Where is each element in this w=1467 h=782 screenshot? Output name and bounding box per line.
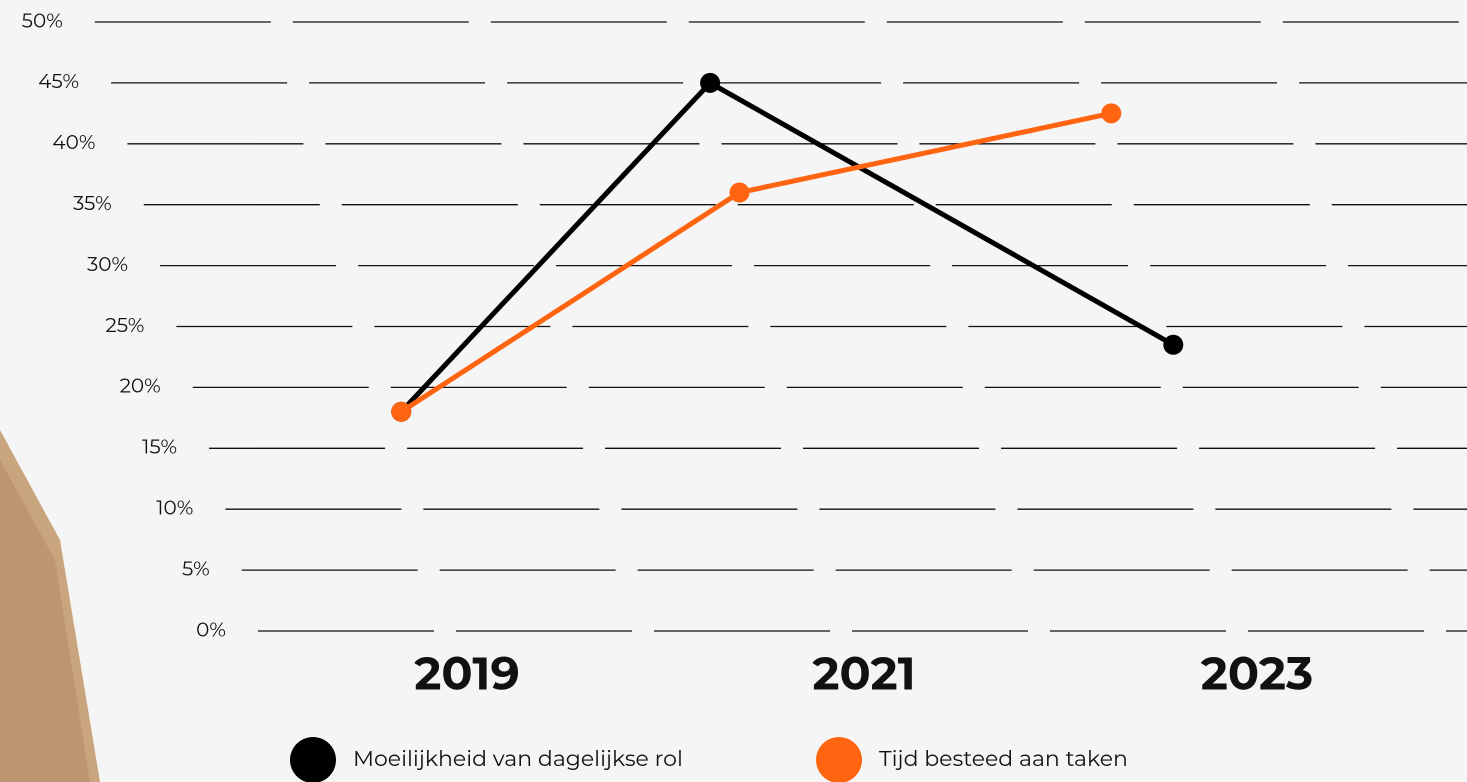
chart: 0% 5% 10% 15% 20% 25% 30% 35% 40% 45% 50% 2019 2021 2… xyxy=(0,0,1467,782)
y-tick-label: 45% xyxy=(38,70,79,94)
y-tick-label: 15% xyxy=(142,436,177,460)
photo-fragment xyxy=(0,460,90,782)
x-tick-label: 2021 xyxy=(812,644,915,701)
y-tick-label: 35% xyxy=(73,192,112,216)
y-tick-label: 25% xyxy=(105,314,144,338)
series-line xyxy=(401,113,1111,411)
data-point xyxy=(700,73,720,93)
data-point xyxy=(391,402,411,422)
y-tick-label: 5% xyxy=(182,557,210,581)
y-tick-label: 0% xyxy=(196,618,226,642)
series-line xyxy=(401,83,1173,412)
y-tick-label: 50% xyxy=(22,9,63,33)
legend-label: Tijd besteed aan taken xyxy=(879,745,1128,772)
data-point xyxy=(729,183,749,203)
y-tick-label: 40% xyxy=(52,131,95,155)
data-point xyxy=(1101,103,1121,123)
page: 0% 5% 10% 15% 20% 25% 30% 35% 40% 45% 50% 2019 2021 2… xyxy=(0,0,1467,782)
data-point xyxy=(1163,335,1183,355)
legend-label: Moeilijkheid van dagelijkse rol xyxy=(353,745,683,772)
legend-marker xyxy=(816,737,862,782)
x-tick-label: 2023 xyxy=(1201,644,1314,701)
y-tick-label: 30% xyxy=(87,253,128,277)
x-tick-label: 2019 xyxy=(414,644,520,701)
legend-marker xyxy=(290,737,336,782)
y-tick-label: 20% xyxy=(120,375,161,399)
y-tick-label: 10% xyxy=(156,496,193,520)
